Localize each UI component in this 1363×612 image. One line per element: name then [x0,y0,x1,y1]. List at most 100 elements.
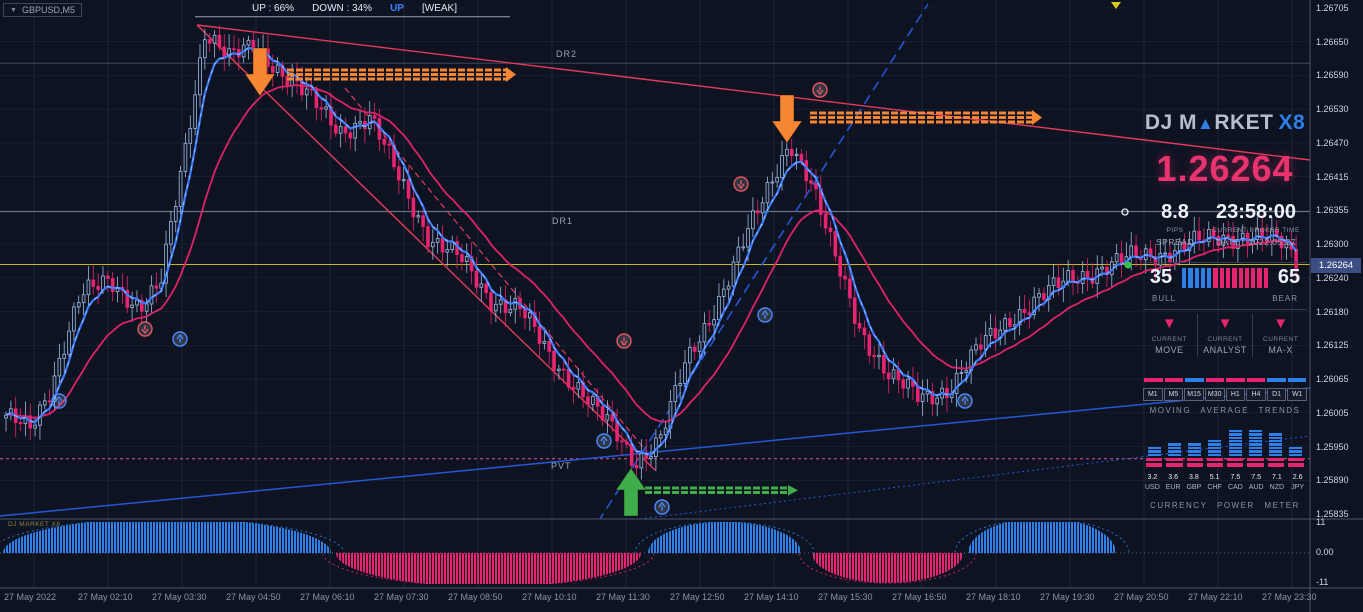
time-axis-label: 27 May 23:30 [1262,592,1317,602]
time-axis-label: 27 May 19:30 [1040,592,1095,602]
equalizer-column [1205,440,1225,456]
signal-current-label: CURRENT [1263,336,1299,343]
tf-trend-segment [1185,378,1204,382]
big-signal-arrows [244,47,803,517]
currency-codes-row: USD EUR GBP CHF CAD AUD NZD JPY [1142,484,1308,491]
djmarket-indicator-panel: DJ M▲RKET X8 1.26264 8.8 PIPS SPREAD 23:5… [1140,0,1310,612]
gauge-bar [1257,267,1262,288]
price-axis-label: 1.26470 [1316,137,1349,148]
tf-trend-segment [1205,378,1224,382]
spread-label: SPREAD [1156,237,1194,247]
bull-label: BULL [1152,294,1177,303]
time-axis-label: 27 May 12:50 [670,592,725,602]
price-axis-label: 1.26005 [1316,407,1349,418]
currency-code-label: AUD [1248,484,1264,491]
currency-values-row: 3.2 3.6 3.8 5.1 7.5 7.5 7.1 2.6 [1142,474,1308,481]
bull-value: 35 [1149,266,1173,288]
gauge-bar [1244,267,1250,288]
equalizer-column [1164,443,1184,456]
gauge-bar [1263,267,1268,288]
time-axis-label: 27 May 06:10 [300,592,355,602]
trend-strength-label: [WEAK] [421,3,457,14]
tf-trend-segment [1144,378,1163,382]
price-axis[interactable]: 1.26705 1.26650 1.26590 1.26530 1.26470 1.264… [1311,0,1363,519]
divider [1143,262,1307,263]
equalizer-pink-row [1142,463,1308,467]
stats-row: 8.8 PIPS SPREAD 23:58:00 CURRENT BROKER … [1142,200,1308,247]
signal-name-label: MOVE [1155,345,1184,355]
tf-trend-segment [1267,378,1286,382]
ma-trends-label: MOVING AVERAGE TRENDS [1149,406,1301,415]
timeframe-box: M15 [1184,388,1204,401]
time-axis-label: 27 May 20:50 [1114,592,1169,602]
currency-code-label: USD [1144,484,1160,491]
divider [1143,309,1307,310]
logo-triangle-icon: ▲ [1197,114,1215,133]
gauge-bar [1194,267,1199,288]
dr1-level-label: DR1 [552,216,574,226]
currency-strength-value: 3.8 [1189,474,1199,481]
logo-text: DJ M [1144,111,1197,134]
timeframe-box: W1 [1287,388,1307,401]
level-lines [0,16,1310,460]
price-axis-label: 1.26355 [1316,205,1349,216]
spread-value: 8.8 [1161,201,1189,223]
currency-strength-value: 7.5 [1251,474,1261,481]
broker-time-value: 23:58:00 [1215,201,1297,223]
timeframe-box: M5 [1163,388,1184,401]
signal-down-icon: ▼ [1217,315,1233,332]
oscillator-scale-max: 11 [1316,517,1326,527]
down-percent-label: DOWN : 34% [312,3,373,14]
time-axis-label: 27 May 14:10 [744,592,799,602]
signal-name-label: MA-X [1268,345,1293,355]
grid [0,0,1310,588]
time-axis[interactable]: 27 May 2022 27 May 02:10 27 May 03:30 27 Ma… [0,592,1363,608]
logo-x8: X8 [1278,111,1306,134]
price-axis-label: 1.25835 [1316,509,1349,519]
time-axis-label: 27 May 10:10 [522,592,577,602]
signal-down-icon: ▼ [1273,315,1289,332]
currency-strength-value: 3.2 [1147,474,1158,481]
currency-code-label: EUR [1165,484,1181,491]
timeframe-box: M30 [1204,388,1225,401]
trend-status-bar: UP : 66% DOWN : 34% UP [WEAK] [252,3,457,14]
oscillator-label: DJ MARKET X8 [8,521,61,528]
symbol-selector[interactable]: ▼ GBPUSD,M5 [3,3,82,17]
bear-value: 65 [1277,266,1301,288]
equalizer-pink-row [1142,458,1308,462]
price-axis-label: 1.26125 [1316,340,1349,351]
equalizer-column [1266,433,1286,456]
bull-bear-gauge [1182,267,1268,288]
currency-code-label: GBP [1186,484,1202,491]
gauge-bar [1200,267,1206,288]
gauge-bar [1232,267,1237,288]
currency-code-label: CAD [1227,484,1243,491]
panel-current-price: 1.26264 [1156,148,1294,189]
dropdown-icon: ▼ [10,6,17,14]
tf-trend-segment [1164,378,1183,382]
dot-markers [1111,2,1132,269]
time-axis-label: 27 May 15:30 [818,592,873,602]
price-axis-label: 1.25950 [1316,441,1349,452]
timeframe-box: H1 [1225,388,1246,401]
tf-trend-segment [1246,378,1265,382]
current-price-tag: 1.26264 [1311,258,1361,273]
oscillator-scale-min: -11 [1316,577,1329,587]
current-max-signal: ▼ CURRENT MA-X [1252,314,1308,357]
gauge-bar [1188,267,1193,288]
brand-logo: DJ M▲RKET X8 [1142,111,1308,135]
price-axis-label: 1.26415 [1316,171,1349,182]
currency-code-label: JPY [1291,484,1305,491]
currency-power-equalizer [1142,422,1308,467]
equalizer-column [1286,446,1306,456]
currency-code-label: NZD [1269,484,1285,491]
signal-current-label: CURRENT [1151,336,1187,343]
dr2-level-label: DR2 [556,49,578,59]
current-move-signal: ▼ CURRENT MOVE [1142,314,1197,357]
oscillator-scale-mid: 0.00 [1316,547,1334,557]
candles [4,25,1298,480]
timeframe-box: M1 [1143,388,1163,401]
